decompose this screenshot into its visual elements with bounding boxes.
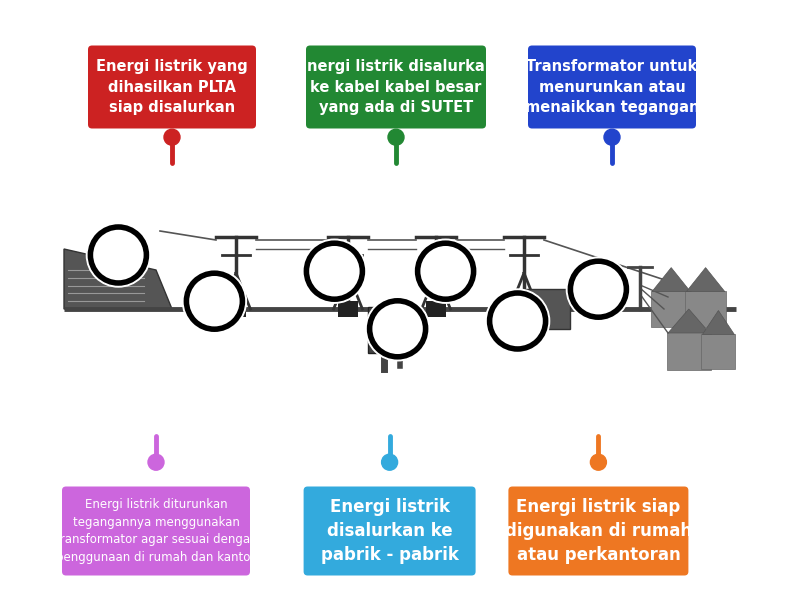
- Circle shape: [422, 247, 470, 295]
- FancyBboxPatch shape: [514, 301, 534, 317]
- FancyBboxPatch shape: [651, 290, 691, 328]
- Polygon shape: [668, 309, 710, 333]
- FancyBboxPatch shape: [226, 301, 246, 317]
- Text: Energi listrik siap
digunakan di rumah
atau perkantoran: Energi listrik siap digunakan di rumah a…: [505, 498, 692, 564]
- Text: Energi listrik yang
dihasilkan PLTA
siap disalurkan: Energi listrik yang dihasilkan PLTA siap…: [96, 59, 248, 115]
- FancyBboxPatch shape: [306, 46, 486, 128]
- Text: Transformator untuk
menurunkan atau
menaikkan tegangan: Transformator untuk menurunkan atau mena…: [525, 59, 699, 115]
- Polygon shape: [64, 249, 172, 309]
- Text: Energi listrik
disalurkan ke
pabrik - pabrik: Energi listrik disalurkan ke pabrik - pa…: [321, 498, 458, 564]
- Circle shape: [590, 454, 606, 470]
- FancyBboxPatch shape: [526, 289, 570, 329]
- Circle shape: [190, 277, 238, 325]
- Polygon shape: [686, 268, 725, 292]
- Circle shape: [414, 239, 478, 303]
- Circle shape: [574, 265, 622, 313]
- Circle shape: [494, 297, 542, 345]
- FancyBboxPatch shape: [303, 487, 475, 575]
- Circle shape: [604, 129, 620, 145]
- Circle shape: [388, 129, 404, 145]
- Circle shape: [302, 239, 366, 303]
- Circle shape: [486, 289, 550, 353]
- FancyBboxPatch shape: [426, 301, 446, 317]
- Polygon shape: [702, 311, 734, 335]
- Circle shape: [366, 297, 430, 361]
- Circle shape: [148, 454, 164, 470]
- FancyBboxPatch shape: [702, 334, 735, 368]
- FancyBboxPatch shape: [686, 290, 726, 328]
- Circle shape: [310, 247, 358, 295]
- FancyBboxPatch shape: [88, 46, 256, 128]
- FancyBboxPatch shape: [667, 332, 710, 370]
- FancyBboxPatch shape: [368, 307, 416, 353]
- Circle shape: [94, 231, 142, 279]
- FancyBboxPatch shape: [62, 487, 250, 575]
- Text: Energi listrik disalurkan
ke kabel kabel besar
yang ada di SUTET: Energi listrik disalurkan ke kabel kabel…: [297, 59, 495, 115]
- FancyBboxPatch shape: [509, 487, 688, 575]
- Circle shape: [382, 454, 398, 470]
- Circle shape: [374, 305, 422, 353]
- Circle shape: [164, 129, 180, 145]
- Circle shape: [566, 257, 630, 321]
- Polygon shape: [652, 268, 690, 292]
- FancyBboxPatch shape: [528, 46, 696, 128]
- FancyBboxPatch shape: [338, 301, 358, 317]
- Text: Energi listrik diturunkan
tegangannya menggunakan
transformator agar sesuai deng: Energi listrik diturunkan tegangannya me…: [54, 498, 258, 564]
- Circle shape: [182, 269, 246, 333]
- FancyBboxPatch shape: [44, 189, 760, 426]
- Circle shape: [86, 223, 150, 287]
